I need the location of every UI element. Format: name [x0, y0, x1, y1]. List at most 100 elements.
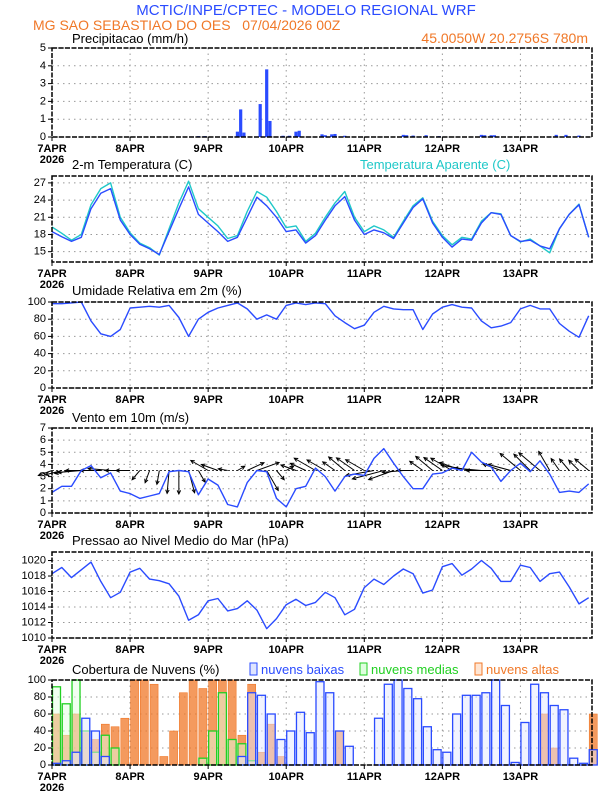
- cloud-bar-nuvens-baixas: [305, 732, 315, 766]
- cloud-bar-nuvens-baixas: [344, 745, 354, 766]
- cloud-year-label: 2026: [40, 782, 64, 792]
- wind-vector-head: [367, 476, 373, 481]
- temp-title: 2-m Temperatura (C): [72, 157, 192, 172]
- wind-vector-head: [574, 458, 579, 463]
- wind-ytick-label: 3: [40, 471, 46, 483]
- wind-ytick-label: 6: [40, 434, 46, 446]
- cloud-bar-nuvens-altas: [159, 756, 169, 766]
- humidity-xtick-label: 11APR: [347, 394, 382, 406]
- precip-frame: [51, 47, 593, 138]
- cloud-panel: 0 20 40 60 80 100 7APR 8APR 9APR 10APR 11APR 12APR 1…: [28, 674, 598, 792]
- wind-vector: [256, 461, 281, 471]
- wind-vector-head: [37, 472, 43, 477]
- pressure-xtick-label: 12APR: [425, 644, 461, 656]
- cloud-xtick-label: 10APR: [268, 771, 304, 783]
- precip-bar: [564, 134, 568, 137]
- wind-vector-head: [335, 457, 341, 462]
- pressure-xtick-label: 11APR: [347, 644, 382, 656]
- wind-vector-shaft: [38, 470, 53, 476]
- wind-vector-head: [381, 469, 387, 475]
- wind-vector-head: [321, 461, 327, 466]
- wind-xtick-label: 9APR: [193, 519, 222, 531]
- precip-bar: [492, 135, 497, 137]
- cloud-bar-nuvens-baixas: [442, 751, 452, 766]
- precip-panel: 0 1 2 3 4 5 7APR 8APR 9APR 10APR 11APR 12APR 13APR 20…: [37, 42, 593, 166]
- wind-vector-head: [550, 457, 555, 463]
- humidity-panel: 0 20 40 60 80 100 7APR 8APR 9APR 10APR 11APR 12APR 1…: [28, 296, 593, 417]
- wind-vector: [513, 453, 531, 471]
- cloud-legend: nuvens baixas nuvens medias nuvens altas: [249, 662, 559, 677]
- wind-vector: [335, 457, 355, 471]
- wind-vector-head: [327, 456, 333, 461]
- wind-vector-shaft: [218, 468, 228, 471]
- precip-bar: [401, 134, 405, 137]
- cloud-bar-nuvens-baixas: [481, 692, 491, 766]
- wind-vector-shaft: [568, 459, 580, 471]
- wind-vector-shaft: [197, 470, 206, 483]
- wind-ytick-label: 2: [40, 483, 46, 495]
- wind-vector-head: [56, 470, 62, 475]
- wind-vector: [266, 470, 279, 492]
- cloud-bar-nuvens-medias: [207, 730, 218, 766]
- precip-bar: [320, 134, 324, 137]
- wind-ytick-label: 7: [40, 422, 46, 434]
- precip-bar: [323, 135, 327, 137]
- wind-vector-head: [306, 459, 312, 464]
- pressure-series-line: [51, 559, 590, 630]
- precip-xtick-label: 10APR: [268, 143, 304, 155]
- cloud-title: Cobertura de Nuvens (%): [72, 662, 219, 677]
- wind-vector-shaft: [550, 458, 560, 471]
- cloud-ytick-label: 100: [28, 674, 46, 686]
- precip-xtick-label: 12APR: [425, 143, 461, 155]
- cloud-bar-nuvens-baixas: [237, 755, 247, 766]
- pressure-panel: 1010 1012 1014 1016 1018 1020 7APR 8APR 9APR 10AP…: [22, 551, 593, 667]
- wind-vector-shaft: [487, 463, 511, 471]
- precip-xtick-label: 8APR: [115, 143, 144, 155]
- pressure-ytick-label: 1020: [22, 555, 46, 567]
- wind-vector-head: [422, 456, 428, 462]
- precip-ytick-label: 4: [40, 60, 46, 72]
- pressure-title: Pressao ao Nivel Medio do Mar (hPa): [72, 533, 289, 548]
- cloud-xtick-label: 11APR: [347, 771, 382, 783]
- wind-vector-head: [465, 468, 470, 473]
- precip-ytick-label: 2: [40, 95, 46, 107]
- cloud-bar-nuvens-baixas: [81, 717, 91, 766]
- precip-bar: [235, 131, 240, 137]
- wind-vector-head: [189, 459, 195, 465]
- wind-vector-shaft: [518, 452, 541, 471]
- wind-vector: [37, 470, 53, 477]
- cloud-bar-nuvens-altas: [120, 717, 130, 766]
- precip-bar: [404, 135, 409, 137]
- wind-vector-head: [259, 462, 265, 467]
- precip-xtick-label: 13APR: [503, 143, 539, 155]
- wind-vector-shaft: [345, 459, 365, 471]
- cloud-bar-nuvens-baixas: [71, 751, 81, 766]
- cloud-bar-nuvens-altas: [179, 692, 188, 766]
- cloud-bar-nuvens-baixas: [325, 692, 335, 766]
- wind-vector: [279, 464, 297, 471]
- wind-vector: [414, 455, 433, 471]
- pressure-ytick-label: 1016: [22, 586, 46, 598]
- legend-swatch-low: [249, 662, 258, 676]
- humidity-xtick-label: 12APR: [425, 394, 461, 406]
- cloud-bar-nuvens-baixas: [90, 730, 101, 766]
- wind-vector-shaft: [156, 470, 160, 485]
- wind-vector-head: [279, 464, 285, 469]
- wind-vector: [165, 470, 170, 495]
- wind-vector: [465, 468, 492, 473]
- wind-vector: [217, 467, 228, 472]
- humidity-xtick-label: 8APR: [115, 394, 144, 406]
- cloud-bar-nuvens-baixas: [393, 679, 403, 766]
- cloud-bar-nuvens-baixas: [373, 717, 384, 766]
- wind-vector-head: [155, 480, 160, 486]
- wind-vector: [558, 458, 570, 471]
- precip-bar: [343, 135, 347, 137]
- cloud-ytick-label: 60: [34, 708, 46, 720]
- temp-xtick-label: 9APR: [193, 268, 222, 280]
- wind-vector-shaft: [190, 460, 209, 471]
- cloud-bar-nuvens-altas: [130, 679, 139, 766]
- wind-vector-head: [176, 490, 182, 496]
- precip-bar: [265, 69, 269, 137]
- precip-bar: [330, 134, 334, 137]
- wind-vector: [44, 470, 62, 477]
